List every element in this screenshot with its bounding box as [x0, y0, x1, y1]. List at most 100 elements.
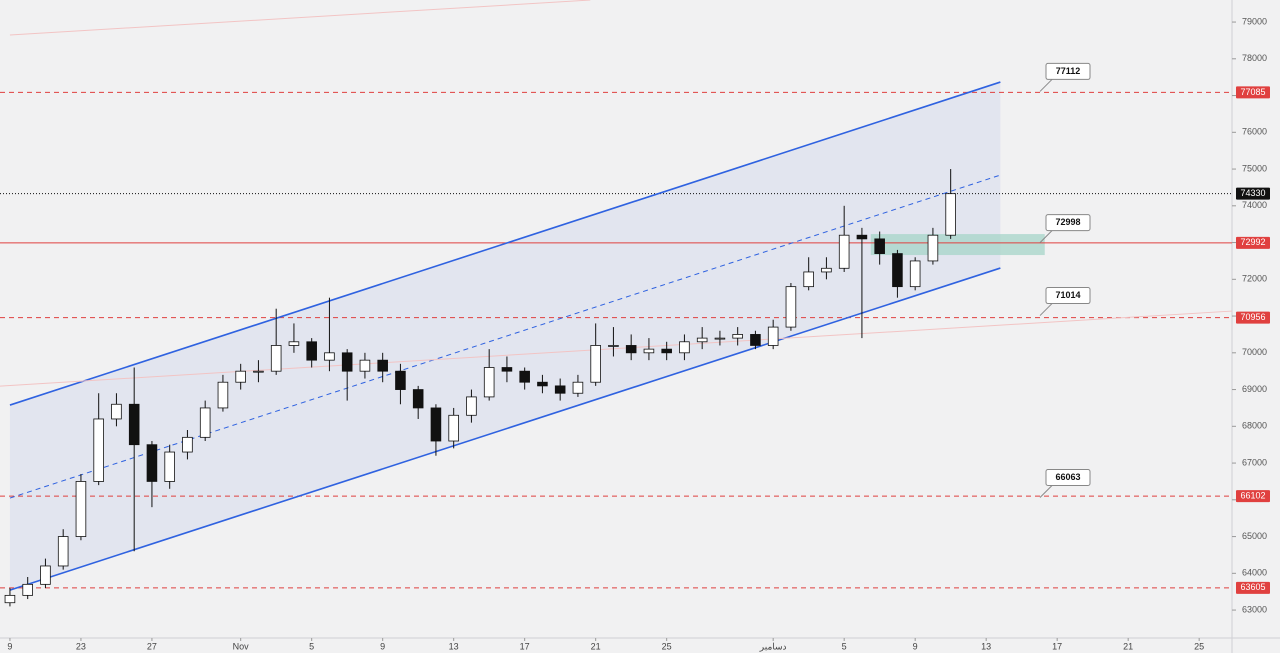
candle-body: [679, 341, 690, 354]
candle-body: [874, 238, 885, 254]
callout-label: 66063: [1055, 472, 1080, 482]
level-label-bg: [1236, 581, 1270, 594]
candle-body: [945, 193, 956, 236]
trend-line: [0, 310, 1233, 387]
y-tick-label: 67000: [1242, 457, 1267, 467]
candle-body: [466, 396, 477, 416]
candle-body: [856, 234, 868, 240]
candle-body: [537, 381, 548, 387]
candle-body: [892, 253, 903, 288]
candle-body: [803, 271, 814, 288]
callout-box: [1045, 214, 1091, 232]
candle-body: [40, 565, 51, 585]
channel-fill: [9, 82, 1001, 591]
candle-body: [554, 385, 566, 394]
x-tick-label: Nov: [233, 641, 250, 651]
level-label-bg: [1236, 86, 1270, 99]
callout-label: 71014: [1055, 290, 1080, 300]
y-tick-label: 64000: [1242, 568, 1267, 578]
trend-line: [9, 0, 591, 36]
candle-body: [182, 436, 193, 453]
level-label-bg: [1236, 311, 1270, 324]
candle-body: [253, 370, 264, 373]
trend-line: [9, 81, 1001, 406]
trend-line: [9, 267, 1001, 591]
level-label-bg: [1236, 236, 1270, 249]
callout-connector: [1039, 230, 1053, 243]
level-label: 72992: [1240, 237, 1265, 247]
x-tick-label: 23: [76, 641, 86, 651]
candle-body: [199, 407, 211, 438]
candle-body: [927, 234, 939, 262]
candle-body: [714, 337, 726, 340]
level-label: 63605: [1240, 582, 1265, 592]
x-tick-label: 13: [449, 641, 459, 651]
y-tick-label: 79000: [1242, 16, 1267, 26]
trend-line: [9, 174, 1001, 499]
candle-body: [93, 418, 104, 482]
y-tick-label: 76000: [1242, 127, 1267, 137]
callout-box: [1045, 287, 1091, 305]
candle-body: [643, 348, 655, 354]
candle-body: [696, 337, 708, 343]
candle-body: [146, 444, 158, 482]
y-tick-label: 78000: [1242, 53, 1267, 63]
level-label: 66102: [1240, 490, 1265, 500]
candle-body: [324, 352, 335, 361]
level-label: 70956: [1240, 312, 1265, 322]
y-tick-label: 74000: [1242, 200, 1267, 210]
level-label: 77085: [1240, 87, 1265, 97]
callout-connector: [1039, 79, 1053, 92]
candle-body: [377, 359, 388, 372]
candle-body: [838, 234, 850, 269]
candle-body: [625, 345, 637, 354]
callout-label: 72998: [1055, 217, 1080, 227]
y-tick-label: 70000: [1242, 347, 1267, 357]
candle-body: [288, 341, 300, 346]
candle-body: [767, 326, 779, 346]
candle-body: [57, 536, 69, 567]
callout-connector: [1039, 485, 1053, 498]
candle-body: [448, 414, 459, 442]
callout-label: 77112: [1056, 66, 1081, 76]
y-tick-label: 65000: [1242, 531, 1267, 541]
x-tick-label: 17: [520, 641, 530, 651]
candle-body: [501, 367, 513, 372]
y-tick-label: 63000: [1242, 604, 1267, 614]
candle-body: [483, 367, 495, 398]
y-tick-label: 69000: [1242, 384, 1267, 394]
callout-connector: [1039, 303, 1053, 316]
candle-body: [750, 334, 761, 346]
candle-body: [395, 370, 406, 390]
candle-body: [217, 381, 229, 409]
x-tick-label: 13: [981, 641, 991, 651]
candle-body: [909, 260, 921, 288]
x-tick-label: 21: [1123, 641, 1133, 651]
candle-body: [306, 341, 317, 361]
candle-body: [341, 352, 353, 372]
candle-body: [22, 583, 33, 596]
x-tick-label: 5: [842, 641, 847, 651]
candle-body: [128, 403, 140, 446]
candle-body: [572, 381, 584, 394]
candle-body: [785, 286, 797, 328]
x-tick-label: 21: [591, 641, 601, 651]
x-tick-label: 25: [662, 641, 672, 651]
candle-body: [164, 451, 175, 482]
candle-body: [235, 370, 246, 383]
x-tick-label: 9: [913, 641, 918, 651]
y-tick-label: 72000: [1242, 274, 1267, 284]
x-tick-label: 5: [309, 641, 314, 651]
level-label-bg: [1236, 187, 1270, 200]
candle-body: [661, 348, 672, 354]
zone: [870, 234, 1045, 256]
x-tick-label: 9: [380, 641, 385, 651]
candle-body: [359, 359, 371, 372]
x-tick-label: 25: [1194, 641, 1204, 651]
candle-body: [732, 334, 743, 339]
y-tick-label: 68000: [1242, 421, 1267, 431]
level-label: 74330: [1240, 188, 1265, 198]
x-tick-label: 9: [7, 641, 12, 651]
